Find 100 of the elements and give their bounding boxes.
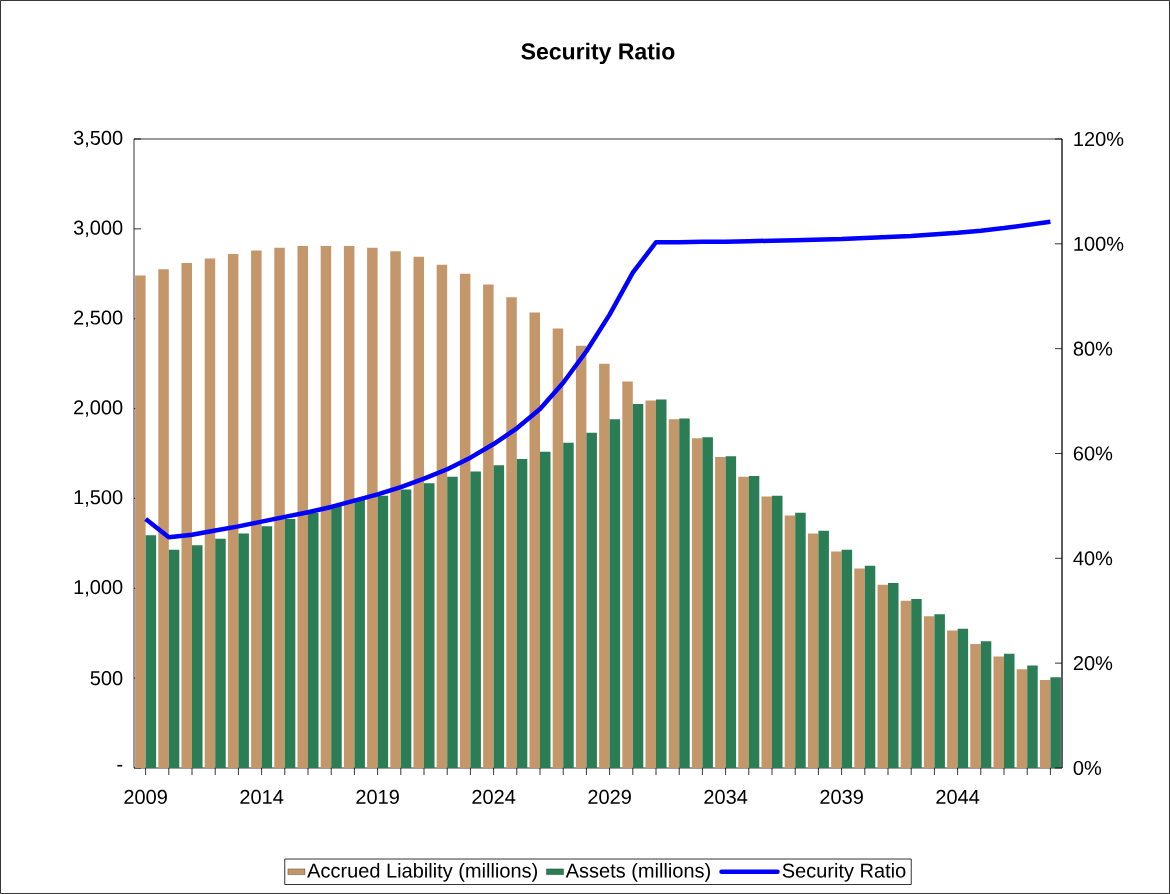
y-tick-label: 1,500: [74, 490, 123, 507]
y2-tick-label: 20%: [1073, 656, 1113, 671]
bar: [447, 476, 458, 768]
bar: [738, 476, 749, 768]
bar: [413, 256, 424, 768]
bar: [772, 495, 783, 768]
bar: [702, 437, 713, 768]
bar: [947, 630, 958, 768]
bar: [993, 656, 1004, 768]
bar: [459, 273, 471, 768]
bar: [807, 533, 819, 768]
bar: [145, 535, 157, 768]
bar: [679, 418, 690, 768]
x-tick-label: 2019: [356, 789, 399, 805]
bar: [540, 451, 551, 768]
y-tick-label: 2,000: [74, 400, 123, 417]
bar: [1016, 669, 1028, 768]
bar: [135, 275, 146, 768]
bar: [227, 254, 239, 768]
bar: [957, 628, 969, 768]
bar: [424, 483, 435, 768]
bar: [204, 258, 216, 768]
y-tick-label: 3,000: [73, 220, 123, 238]
bar: [516, 458, 528, 768]
bar: [274, 247, 285, 768]
bar: [854, 568, 865, 768]
bar: [192, 545, 203, 768]
bar: [761, 496, 772, 768]
bar: [748, 475, 760, 768]
bar: [656, 399, 667, 768]
bar: [390, 251, 401, 768]
legend-label: Accrued Liability (millions): [307, 863, 538, 882]
bar: [818, 530, 829, 768]
x-tick-label: 2034: [704, 789, 748, 805]
bar: [320, 245, 332, 768]
bar: [888, 582, 899, 768]
x-tick-label: 2039: [820, 789, 863, 805]
bar: [400, 489, 412, 768]
bar: [552, 328, 564, 768]
bar: [934, 614, 945, 768]
bar: [483, 284, 494, 768]
y2-tick-label: 40%: [1073, 551, 1113, 566]
bar: [575, 345, 587, 768]
bar: [923, 616, 935, 768]
bar: [831, 551, 842, 768]
bar: [251, 250, 262, 768]
bar: [715, 457, 726, 768]
legend-label: Assets (millions): [565, 863, 710, 882]
bar: [784, 515, 796, 768]
bar: [911, 599, 922, 768]
x-tick-label: 2024: [472, 789, 516, 805]
y-tick-label: 1,000: [74, 580, 123, 597]
bar: [864, 565, 876, 768]
x-tick-label: 2044: [936, 789, 980, 805]
bar: [1004, 653, 1015, 768]
bar: [609, 419, 621, 768]
legend-label: Security Ratio: [782, 863, 906, 882]
bar: [470, 471, 481, 768]
bar: [900, 600, 912, 768]
bar: [284, 519, 296, 768]
bar: [343, 245, 355, 768]
bar: [645, 400, 656, 768]
chart-title: Security Ratio: [521, 42, 675, 65]
bar: [563, 442, 574, 768]
bar: [1039, 679, 1051, 768]
bar: [970, 643, 981, 768]
bar: [599, 363, 610, 768]
bar: [181, 262, 193, 768]
bar: [158, 269, 169, 768]
bar: [877, 584, 888, 768]
bar: [1027, 665, 1038, 768]
x-tick-label: 2009: [124, 789, 167, 805]
y-tick-label: -: [117, 764, 123, 767]
bar: [1050, 677, 1061, 768]
bar: [529, 312, 541, 768]
bar: [691, 438, 703, 768]
bar: [436, 264, 448, 768]
bar: [331, 505, 342, 768]
y-tick-label: 2,500: [74, 310, 123, 327]
y2-tick-label: 60%: [1073, 446, 1113, 461]
y2-tick-label: 120%: [1074, 131, 1124, 147]
bar: [354, 498, 365, 768]
bar: [493, 465, 505, 768]
bar: [377, 495, 389, 768]
y2-tick-label: 0%: [1073, 760, 1102, 776]
bar: [238, 533, 249, 768]
bar: [980, 641, 992, 768]
bar: [622, 381, 633, 768]
bar: [367, 247, 378, 768]
x-tick-label: 2029: [588, 789, 631, 805]
bar: [261, 526, 273, 768]
bar: [841, 549, 853, 768]
bar: [215, 538, 226, 768]
bar: [308, 512, 319, 768]
y-tick-label: 3,500: [73, 130, 123, 148]
bar: [632, 404, 644, 768]
bar: [725, 456, 737, 768]
bar: [668, 419, 680, 768]
bar: [795, 512, 806, 768]
y2-tick-label: 80%: [1073, 341, 1113, 356]
